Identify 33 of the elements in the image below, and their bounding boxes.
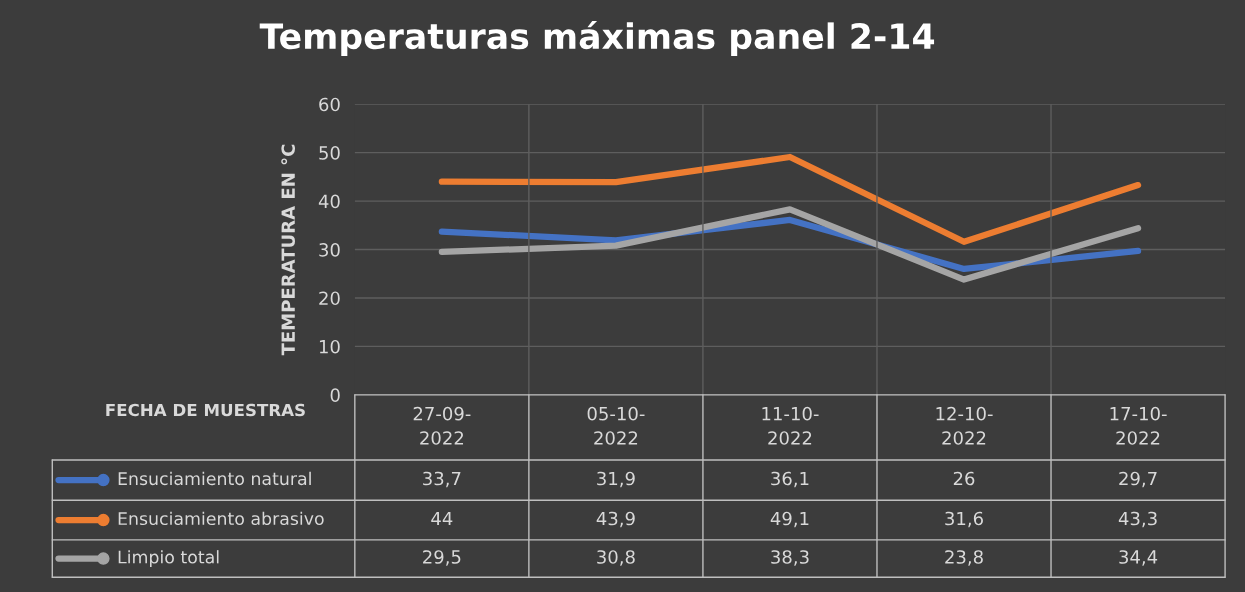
x-tick-label: 27-09-2022 [413,406,471,445]
y-tick-label: 10 [319,339,340,354]
data-label: 38,3 [771,550,809,566]
data-label: 31,9 [597,471,635,488]
legend-label: Limpio total [118,550,219,567]
x-tick-label: 17-10-2022 [1110,406,1167,445]
chart-title: Temperaturas máximas panel 2-14 [259,20,935,56]
data-label: 43,3 [1118,511,1157,528]
data-label: 30,8 [597,550,635,566]
data-label: 31,6 [945,511,983,528]
legend-label: Ensuciamiento natural [118,471,311,486]
y-tick-label: 60 [319,97,340,112]
y-tick-label: 20 [319,291,340,306]
data-label: 49,1 [770,511,809,528]
y-tick-label: 50 [319,146,340,160]
y-tick-label: 0 [330,388,340,402]
x-tick-label: 12-10-2022 [936,406,993,445]
data-label: 34,4 [1119,550,1158,566]
data-label: 29,5 [423,550,461,566]
data-label: 43,9 [596,511,635,528]
x-tick-label: 05-10-2022 [587,406,645,445]
y-tick-label: 40 [318,194,340,209]
data-label: 33,7 [423,471,461,488]
data-label: 29,7 [1119,471,1157,488]
y-axis-title: TEMPERATURA EN °C [281,144,296,356]
data-label: 36,1 [771,471,809,488]
data-label: 23,8 [945,550,983,566]
data-label: 44 [431,511,453,526]
legend-label: Ensuciamiento abrasivo [118,511,324,526]
x-axis-title: FECHA DE MUESTRAS [106,403,305,417]
y-tick-label: 30 [319,242,340,257]
x-tick-label: 11-10-2022 [762,406,819,445]
data-label: 26 [953,471,975,486]
